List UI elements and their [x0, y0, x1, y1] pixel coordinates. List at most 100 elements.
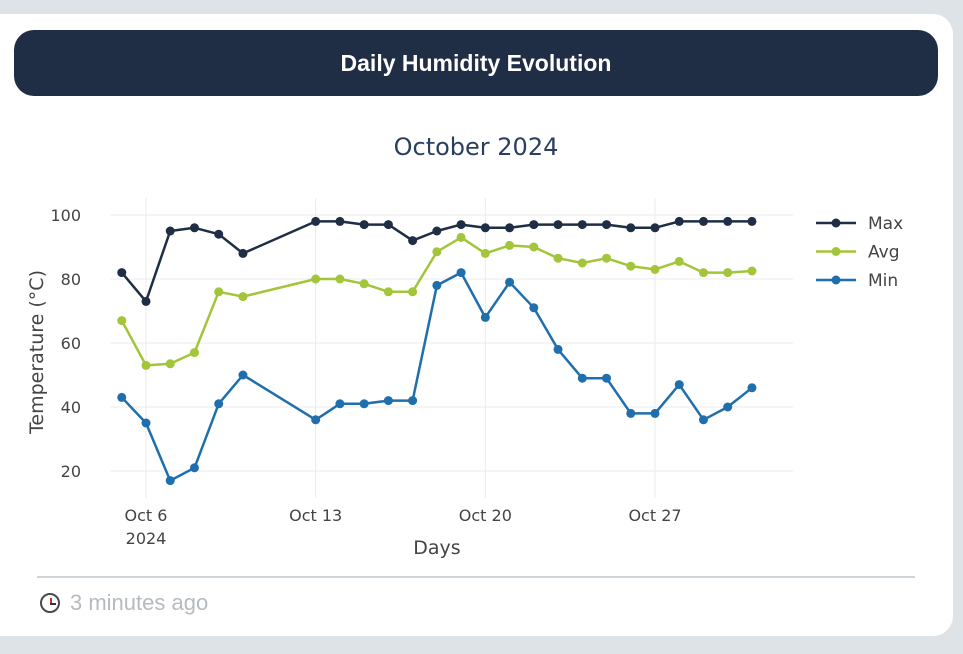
data-point-max [165, 226, 175, 236]
data-point-min [311, 415, 321, 425]
data-point-min [165, 476, 175, 486]
data-point-max [189, 223, 199, 233]
legend-item-min[interactable]: Min [816, 271, 898, 291]
data-point-avg [189, 348, 199, 358]
data-point-max [383, 220, 393, 230]
data-point-max [577, 220, 587, 230]
data-point-max [650, 223, 660, 233]
chart-title: October 2024 [394, 133, 559, 161]
data-point-min [335, 399, 345, 409]
data-point-max [626, 223, 636, 233]
grid-lines [110, 198, 793, 498]
data-point-max [698, 216, 708, 226]
data-point-max [311, 216, 321, 226]
data-point-max [674, 216, 684, 226]
data-point-max [432, 226, 442, 236]
data-point-avg [529, 242, 539, 252]
data-point-max [117, 268, 127, 278]
legend-item-avg[interactable]: Avg [816, 243, 900, 263]
data-point-min [650, 408, 660, 418]
y-tick-label: 40 [61, 398, 81, 417]
data-point-min [577, 373, 587, 383]
y-tick-label: 20 [61, 462, 81, 481]
data-point-avg [432, 247, 442, 257]
x-tick-label: Oct 27 [628, 506, 681, 525]
axes-layer: 20 40 60 80 100 Oct 6 2024 Oct 13 Oct 20 Oct 27 [50, 206, 681, 548]
legend-marker [831, 218, 841, 228]
series-min [117, 268, 757, 486]
data-point-avg [408, 287, 418, 297]
legend-label: Max [868, 214, 903, 234]
series-max [117, 216, 757, 306]
data-point-avg [311, 274, 321, 284]
data-point-min [189, 463, 199, 473]
data-point-avg [577, 258, 587, 268]
data-point-max [238, 248, 248, 258]
data-point-min [480, 312, 490, 322]
data-point-avg [359, 279, 369, 289]
x-tick-sublabel: 2024 [126, 529, 167, 548]
data-point-min [141, 418, 151, 428]
data-point-avg [383, 287, 393, 297]
data-point-max [505, 223, 515, 233]
last-updated-text: 3 minutes ago [70, 590, 209, 615]
legend-item-max[interactable]: Max [816, 214, 903, 234]
data-point-max [456, 220, 466, 230]
y-tick-label: 100 [50, 206, 81, 225]
data-point-max [529, 220, 539, 230]
y-axis-label: Temperature (°C) [26, 270, 48, 435]
data-point-avg [505, 240, 515, 250]
data-point-min [723, 402, 733, 412]
series-layer [117, 216, 757, 486]
series-avg [117, 232, 757, 370]
data-point-min [383, 396, 393, 406]
data-point-min [456, 268, 466, 278]
legend-label: Avg [868, 243, 900, 263]
legend[interactable]: Max Avg Min [816, 214, 903, 291]
data-point-min [553, 344, 563, 354]
data-point-max [141, 296, 151, 306]
data-point-avg [723, 268, 733, 278]
data-point-max [602, 220, 612, 230]
data-point-avg [553, 253, 563, 263]
data-point-avg [117, 316, 127, 326]
data-point-min [674, 380, 684, 390]
data-point-min [747, 383, 757, 393]
data-point-min [602, 373, 612, 383]
data-point-max [723, 216, 733, 226]
data-point-min [238, 370, 248, 380]
x-tick-label: Oct 6 [125, 506, 168, 525]
data-point-avg [141, 360, 151, 370]
footer-divider [37, 576, 915, 578]
data-point-min [698, 415, 708, 425]
legend-marker [831, 247, 841, 256]
data-point-min [529, 303, 539, 313]
card-title: Daily Humidity Evolution [340, 49, 612, 76]
data-point-min [117, 392, 127, 402]
clock-icon [40, 593, 60, 613]
data-point-min [505, 277, 515, 287]
data-point-avg [602, 253, 612, 263]
data-point-max [553, 220, 563, 230]
x-axis-label: Days [413, 537, 460, 559]
data-point-min [408, 396, 418, 406]
data-point-max [480, 223, 490, 233]
data-point-max [359, 220, 369, 230]
data-point-avg [335, 274, 345, 284]
data-point-min [214, 399, 224, 409]
data-point-avg [238, 292, 248, 302]
data-point-min [359, 399, 369, 409]
series-line-min [120, 271, 753, 482]
card-footer: 3 minutes ago [40, 590, 208, 616]
data-point-max [335, 216, 345, 226]
data-point-avg [214, 287, 224, 297]
data-point-avg [456, 232, 466, 242]
y-tick-label: 80 [61, 270, 81, 289]
data-point-avg [698, 268, 708, 278]
data-point-max [747, 216, 757, 226]
data-point-avg [626, 261, 636, 271]
series-line-avg [120, 236, 753, 367]
data-point-max [214, 229, 224, 239]
